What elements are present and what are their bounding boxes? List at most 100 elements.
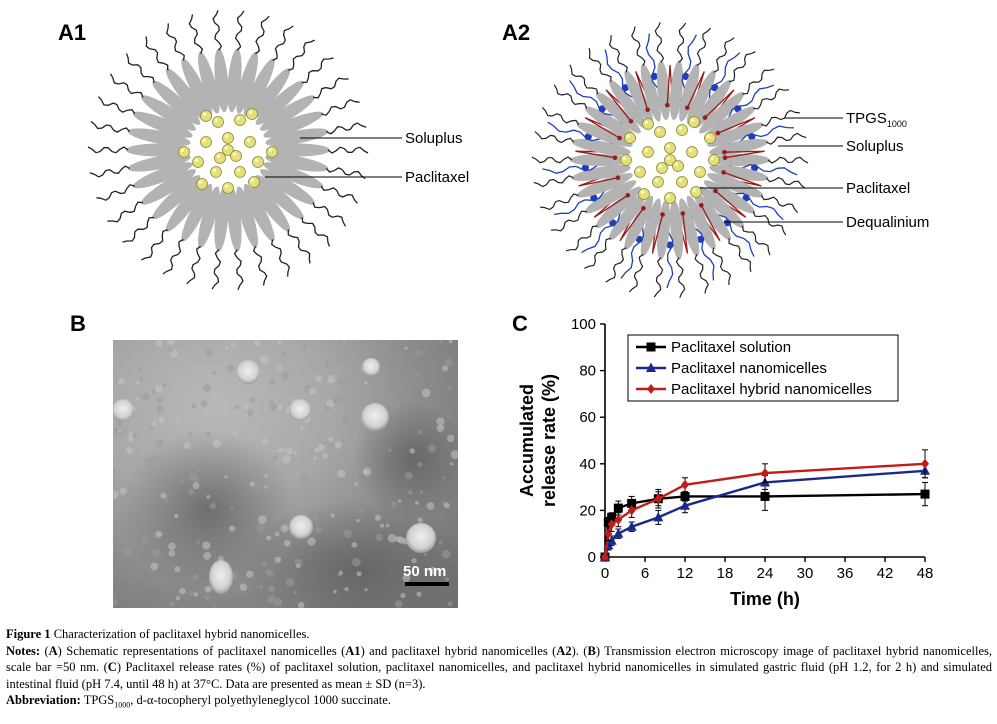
- tem-speckle: [352, 557, 361, 567]
- paclitaxel-highlight: [654, 178, 659, 182]
- label-paclitaxel-a2: Paclitaxel: [846, 180, 910, 197]
- data-point: [646, 342, 656, 352]
- paclitaxel-highlight: [688, 148, 693, 152]
- soluplus-chain: [694, 254, 709, 294]
- data-point: [681, 479, 689, 490]
- soluplus-chain: [534, 131, 575, 144]
- abbreviation-definition: , d-α-tocopheryl polyethyleneglycol 1000…: [130, 693, 391, 707]
- tem-speckle: [250, 397, 256, 403]
- tpgs-head: [734, 105, 742, 113]
- tem-speckle: [339, 340, 346, 344]
- tem-speckle: [212, 439, 222, 448]
- tem-speckle: [175, 419, 179, 424]
- soluplus-petal: [624, 195, 654, 250]
- soluplus-petal: [609, 79, 647, 129]
- paclitaxel-highlight: [254, 158, 258, 162]
- x-tick-label: 12: [677, 565, 694, 582]
- soluplus-petal: [263, 111, 324, 138]
- tem-speckle: [415, 372, 419, 377]
- tem-speckle: [113, 427, 121, 435]
- soluplus-chain: [553, 84, 588, 109]
- tem-speckle: [444, 502, 450, 509]
- tem-speckle: [415, 501, 419, 505]
- tem-speckle: [200, 399, 208, 408]
- tem-speckle: [450, 450, 458, 459]
- soluplus-petal: [250, 68, 291, 120]
- micelle-particle: [289, 515, 313, 539]
- soluplus-petal: [181, 183, 213, 242]
- y-tick-label: 40: [579, 456, 596, 473]
- soluplus-chain: [533, 175, 574, 188]
- tpgs-head: [748, 133, 756, 141]
- soluplus-chain: [325, 167, 366, 180]
- tem-speckle: [135, 397, 140, 402]
- tem-speckle: [442, 365, 449, 372]
- tem-speckle: [179, 479, 185, 484]
- tem-speckle: [285, 446, 293, 455]
- tem-speckle: [164, 498, 169, 503]
- tem-speckle: [155, 340, 163, 348]
- dequalinium-head: [685, 105, 690, 111]
- soluplus-petal: [609, 191, 647, 241]
- tem-speckle: [356, 518, 360, 523]
- y-axis-title: release rate (%): [539, 374, 559, 507]
- soluplus-chain: [713, 37, 735, 73]
- paclitaxel-highlight: [198, 180, 202, 184]
- soluplus-petal: [255, 80, 304, 125]
- tem-speckle: [402, 574, 411, 583]
- tem-speckle: [226, 364, 234, 372]
- tem-speckle: [343, 529, 352, 538]
- tem-speckle: [307, 537, 316, 546]
- soluplus-petal: [693, 79, 731, 129]
- notes-body: (A) Schematic representations of paclita…: [6, 644, 992, 691]
- tem-speckle: [354, 481, 358, 486]
- dequalinium-head: [625, 193, 631, 198]
- tem-speckle: [209, 502, 217, 510]
- soluplus-petal: [699, 186, 745, 228]
- dequalinium-head: [615, 175, 621, 180]
- data-point: [920, 489, 930, 499]
- micelle-particle: [406, 523, 436, 553]
- paclitaxel-highlight: [674, 162, 679, 166]
- tem-speckle: [282, 454, 291, 464]
- paclitaxel-highlight: [216, 154, 220, 158]
- tem-speckle: [206, 495, 211, 499]
- soluplus-petal: [260, 95, 315, 131]
- soluplus-chain: [312, 202, 347, 227]
- tpgs-head: [635, 235, 643, 243]
- soluplus-petal: [126, 143, 190, 157]
- tem-speckle: [205, 432, 211, 437]
- data-point: [606, 535, 617, 545]
- figure-title: Characterization of paclitaxel hybrid na…: [53, 627, 310, 641]
- paclitaxel-highlight: [246, 138, 250, 142]
- tem-speckle: [228, 525, 236, 532]
- tem-speckle: [436, 424, 444, 432]
- tem-speckle: [196, 540, 200, 544]
- tem-speckle: [142, 393, 151, 401]
- paclitaxel-highlight: [666, 194, 671, 198]
- soluplus-petal: [181, 58, 213, 117]
- x-tick-label: 42: [877, 565, 894, 582]
- tem-speckle: [419, 490, 424, 495]
- tem-speckle: [132, 433, 138, 438]
- tem-speckle: [267, 595, 276, 604]
- tem-speckle: [436, 417, 445, 426]
- data-point: [603, 517, 613, 527]
- tem-speckle: [212, 371, 216, 375]
- notes-panel-ref: A1: [345, 643, 361, 658]
- paclitaxel-highlight: [212, 168, 216, 172]
- soluplus-petal: [571, 164, 631, 181]
- soluplus-chain: [760, 195, 799, 213]
- tpgs-head: [711, 84, 719, 92]
- dequalinium-head: [721, 170, 726, 175]
- tem-speckle: [166, 340, 175, 345]
- paclitaxel-highlight: [250, 178, 254, 182]
- soluplus-chain: [551, 210, 587, 232]
- tem-speckle: [113, 598, 118, 606]
- tem-speckle: [203, 384, 211, 393]
- paclitaxel-highlight: [636, 168, 641, 172]
- soluplus-petal: [265, 128, 329, 146]
- paclitaxel-molecule: [642, 146, 654, 158]
- tem-speckle: [442, 476, 446, 480]
- paclitaxel-highlight: [678, 126, 683, 130]
